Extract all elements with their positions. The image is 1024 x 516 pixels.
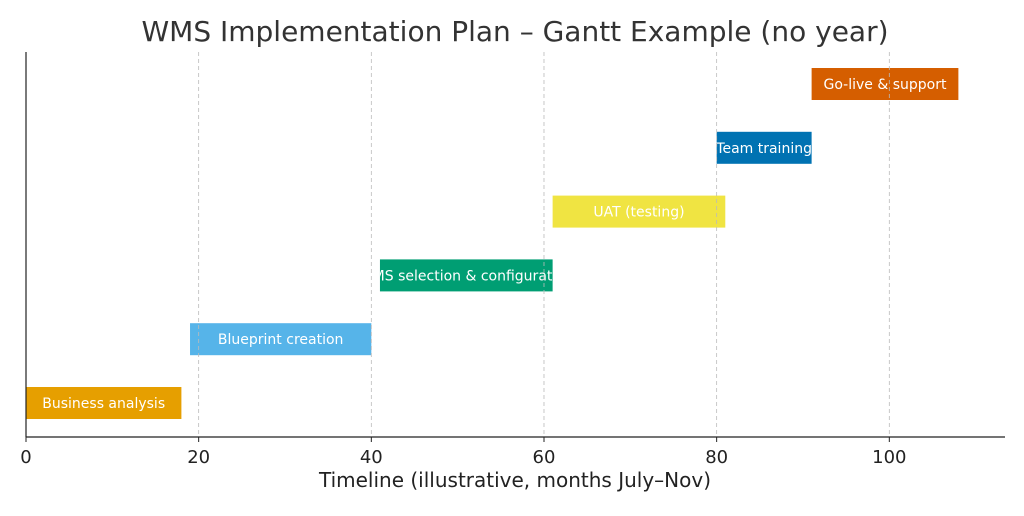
x-tick-label: 60 xyxy=(533,447,556,468)
task-label: Team training xyxy=(715,141,812,157)
x-tick-label: 0 xyxy=(20,447,31,468)
task-bar xyxy=(811,68,959,100)
task-bar xyxy=(190,323,372,356)
task-label: UAT (testing) xyxy=(593,205,684,221)
x-tick-label: 100 xyxy=(872,447,906,468)
x-tick-label: 40 xyxy=(360,447,383,468)
chart-title: WMS Implementation Plan – Gantt Example … xyxy=(141,15,888,48)
task-label: Business analysis xyxy=(42,396,165,412)
task-bar xyxy=(379,259,553,292)
x-tick-label: 20 xyxy=(187,447,210,468)
task-label: Go-live & support xyxy=(824,77,947,93)
x-axis-label: Timeline (illustrative, months July–Nov) xyxy=(318,468,711,492)
task-bar xyxy=(716,131,812,164)
task-bar xyxy=(552,195,726,228)
task-label: Blueprint creation xyxy=(218,332,343,348)
x-tick-label: 80 xyxy=(705,447,728,468)
task-label: WMS selection & configuration xyxy=(359,268,574,284)
task-bar xyxy=(26,387,182,419)
